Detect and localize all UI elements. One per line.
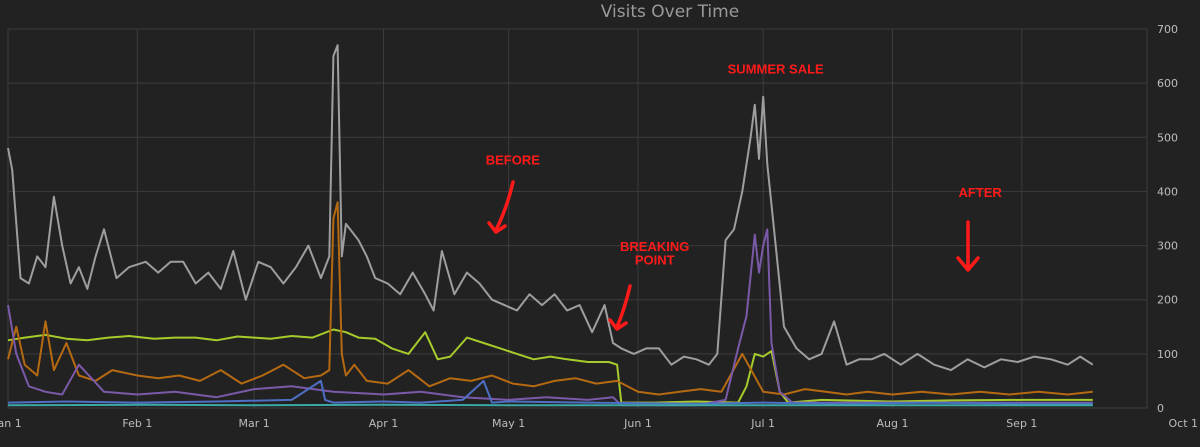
series-line-4 <box>7 228 1093 407</box>
y-tick-label: 400 <box>1157 185 1178 198</box>
x-tick-label: Jun 1 <box>623 417 652 430</box>
y-tick-label: 600 <box>1157 77 1178 90</box>
y-tick-label: 500 <box>1157 131 1178 144</box>
y-tick-label: 300 <box>1157 240 1178 253</box>
x-tick-label: Aug 1 <box>877 417 909 430</box>
annotation-label: SUMMER SALE <box>728 61 824 76</box>
before-arrow <box>487 180 515 234</box>
y-tick-label: 200 <box>1157 294 1178 307</box>
y-axis-ticks: 0 100 200 300 400 500 600 700 <box>1157 23 1178 415</box>
x-tick-label: Feb 1 <box>122 417 152 430</box>
breaking-point-arrow <box>608 284 632 331</box>
series-line-5 <box>7 379 1093 405</box>
annotation-label: AFTER <box>958 185 1002 200</box>
x-tick-label: Oct 1 <box>1168 417 1198 430</box>
chart-title: Visits Over Time <box>601 2 739 22</box>
x-tick-label: Apr 1 <box>369 417 399 430</box>
series-line-2 <box>7 328 1093 404</box>
x-tick-label: Jul 1 <box>750 417 775 430</box>
series-line-1 <box>7 44 1094 372</box>
y-tick-label: 0 <box>1157 402 1164 415</box>
x-tick-label: May 1 <box>492 417 525 430</box>
series-line-3 <box>7 201 1093 396</box>
series-lines <box>7 44 1094 407</box>
x-tick-label: Mar 1 <box>239 417 270 430</box>
x-tick-label: Jan 1 <box>0 417 22 430</box>
annotation-label: POINT <box>635 253 675 268</box>
annotation-label: BREAKING <box>620 239 689 254</box>
grid <box>7 28 1148 409</box>
y-tick-label: 700 <box>1157 23 1178 36</box>
x-tick-label: Sep 1 <box>1006 417 1037 430</box>
y-tick-label: 100 <box>1157 348 1178 361</box>
series-line-6 <box>7 403 1093 407</box>
after-arrow <box>956 220 980 272</box>
annotation-label: BEFORE <box>486 152 541 167</box>
x-axis-ticks: Jan 1 Feb 1 Mar 1 Apr 1 May 1 Jun 1 Jul 1 Aug 1… <box>0 417 1198 430</box>
